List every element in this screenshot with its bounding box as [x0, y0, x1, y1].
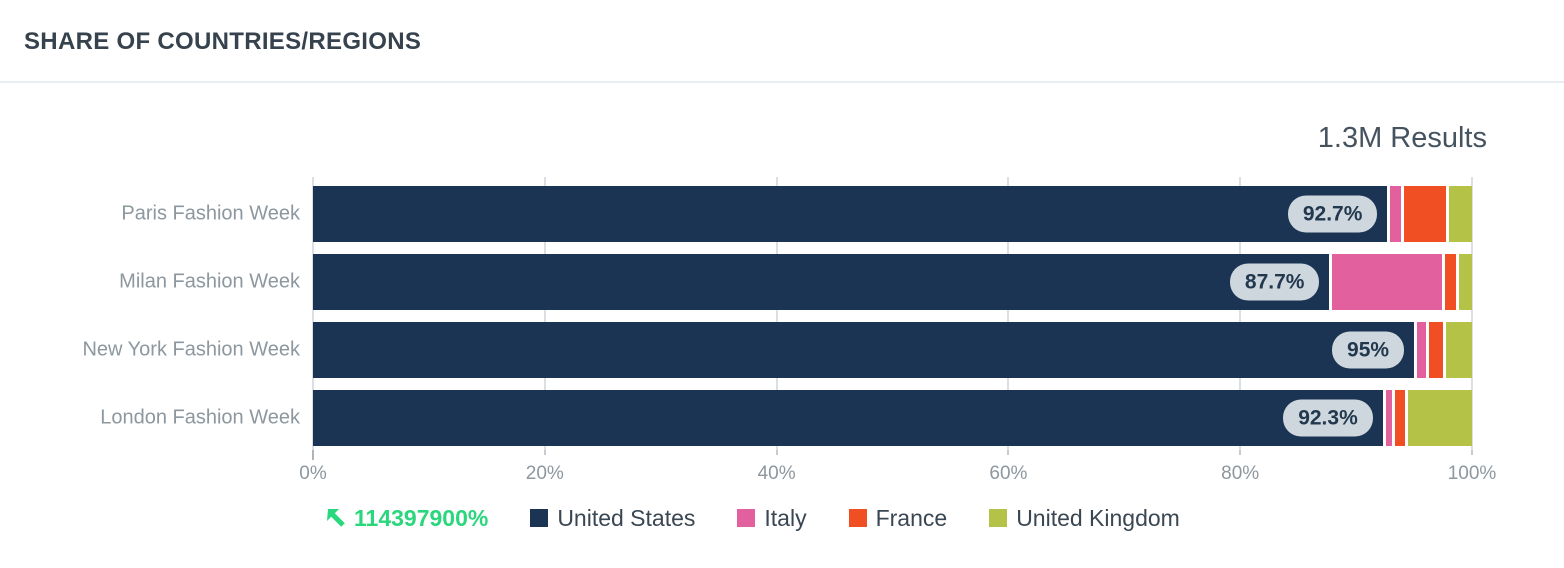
legend-swatch-icon	[848, 509, 867, 527]
gridline	[1007, 177, 1010, 450]
y-axis-label: London Fashion Week	[100, 406, 300, 429]
bar-segment-italy[interactable]	[1387, 186, 1402, 242]
gridline	[775, 177, 778, 450]
bar-value-label: 92.3%	[1283, 399, 1373, 437]
bar-row: 87.7%	[313, 254, 1472, 310]
gridline	[312, 177, 314, 450]
gridline	[1239, 177, 1242, 450]
bar-rows: 92.7% 87.7% 95% 92.3%	[313, 177, 1472, 450]
legend-item-label: United Kingdom	[1016, 504, 1180, 531]
bar-segment-italy[interactable]	[1382, 390, 1393, 446]
bar-segment-united-kingdom[interactable]	[1404, 390, 1472, 446]
bar-segment-united-states[interactable]: 92.3%	[313, 390, 1383, 446]
legend-item-label: United States	[557, 504, 696, 531]
legend-swatch-icon	[530, 509, 549, 527]
legend-swatch-icon	[989, 509, 1008, 527]
legend-item-label: France	[875, 504, 948, 531]
bar-segment-united-states[interactable]: 87.7%	[313, 254, 1330, 310]
bar-segment-italy[interactable]	[1414, 322, 1426, 378]
bar-row: 92.3%	[313, 390, 1472, 446]
x-axis-tick	[1007, 450, 1010, 455]
x-axis-tick-label: 60%	[989, 463, 1028, 484]
card-header: SHARE OF COUNTRIES/REGIONS	[0, 0, 1564, 83]
bar-segment-united-states[interactable]: 95%	[313, 322, 1415, 378]
bar-segment-france[interactable]	[1425, 322, 1443, 378]
legend-item-united-states[interactable]: United States	[530, 505, 695, 532]
bar-segment-france[interactable]	[1441, 254, 1456, 310]
bar-segment-france[interactable]	[1401, 186, 1447, 242]
trend-up-left-arrow-icon	[323, 505, 349, 531]
x-axis-tick-label: 40%	[757, 463, 796, 484]
bar-segment-italy[interactable]	[1329, 254, 1442, 310]
gridline	[543, 177, 546, 450]
bar-segment-france[interactable]	[1392, 390, 1405, 446]
card-title: SHARE OF COUNTRIES/REGIONS	[24, 28, 422, 55]
y-axis-label: New York Fashion Week	[82, 338, 300, 361]
y-axis-label: Milan Fashion Week	[119, 270, 300, 293]
trend-metric-value: 114397900%	[354, 504, 489, 531]
x-axis-tick-label: 80%	[1221, 463, 1260, 484]
results-count-label: 1.3M Results	[1317, 122, 1487, 154]
stacked-bar-plot: 92.7% 87.7% 95% 92.3%	[312, 177, 1473, 450]
y-axis-label: Paris Fashion Week	[121, 202, 300, 225]
gridline	[1471, 177, 1473, 450]
trend-metric: 114397900%	[323, 505, 488, 532]
x-axis-tick	[543, 450, 546, 455]
bar-segment-united-kingdom[interactable]	[1455, 254, 1472, 310]
legend-item-label: Italy	[764, 504, 807, 531]
bar-segment-united-states[interactable]: 92.7%	[313, 186, 1388, 242]
x-axis-tick-label: 100%	[1447, 463, 1497, 484]
x-axis-tick	[1471, 450, 1473, 455]
x-axis-tick	[1239, 450, 1242, 455]
x-axis-tick-label: 0%	[299, 463, 327, 484]
bar-value-label: 92.7%	[1287, 195, 1378, 233]
legend-item-france[interactable]: France	[848, 504, 948, 532]
bar-row: 95%	[313, 322, 1472, 378]
legend-item-united-kingdom[interactable]: United Kingdom	[989, 505, 1180, 532]
y-axis-labels: Paris Fashion Week Milan Fashion Week New …	[0, 177, 300, 450]
bar-segment-united-kingdom[interactable]	[1443, 322, 1472, 378]
bar-segment-united-kingdom[interactable]	[1446, 186, 1472, 242]
x-axis-tick	[312, 450, 314, 460]
x-axis-tick-label: 20%	[525, 463, 564, 484]
bar-value-label: 87.7%	[1229, 263, 1320, 301]
bar-value-label: 95%	[1332, 331, 1405, 369]
bar-row: 92.7%	[313, 186, 1472, 242]
legend-item-italy[interactable]: Italy	[737, 504, 807, 532]
legend-swatch-icon	[737, 509, 756, 527]
x-axis-tick	[775, 450, 778, 455]
chart-legend: 114397900% United States Italy France Unite…	[323, 500, 1180, 536]
